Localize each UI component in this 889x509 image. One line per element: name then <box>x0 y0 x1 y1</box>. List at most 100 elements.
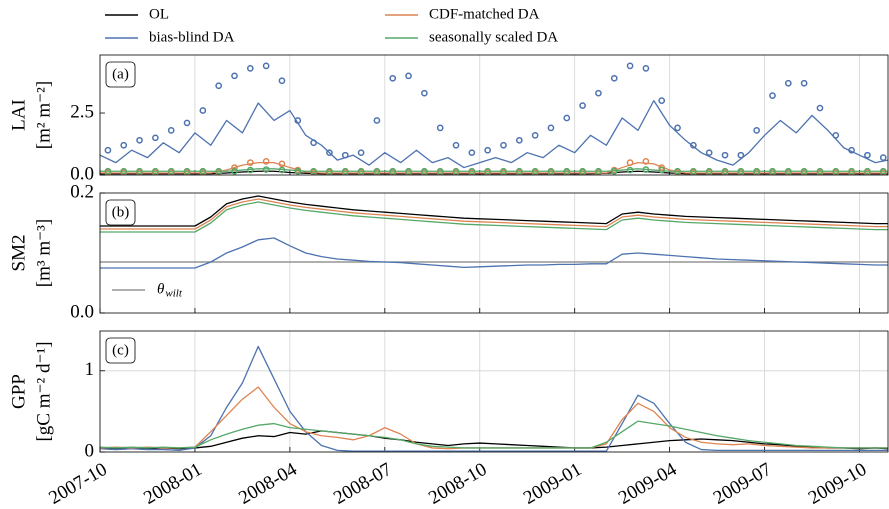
series-line <box>100 345 888 452</box>
panel-label-box <box>105 199 136 226</box>
observation-point <box>848 146 855 154</box>
observation-point <box>642 65 650 72</box>
observation-point <box>531 167 539 175</box>
y-tick-label: 0.0 <box>70 163 94 184</box>
observation-point <box>879 154 887 161</box>
observation-point <box>484 167 492 175</box>
observation-point <box>610 167 618 175</box>
observation-point <box>436 124 444 132</box>
observation-point <box>879 167 887 175</box>
series-line <box>100 198 888 230</box>
observation-point <box>610 74 618 82</box>
series-line <box>100 99 888 169</box>
observation-point <box>373 117 381 124</box>
legend-label: seasonally scaled DA <box>429 29 558 45</box>
y-axis-label: LAI <box>8 99 29 131</box>
observation-point <box>595 89 602 97</box>
y-axis-label: [m³ m⁻³] <box>33 219 54 287</box>
observation-point <box>405 72 412 80</box>
observation-point <box>484 146 492 154</box>
plot-frame <box>99 330 889 453</box>
reference-label-subscript: wilt <box>165 288 182 300</box>
y-axis-label: [gC m⁻² d⁻¹] <box>33 341 54 441</box>
observation-point <box>152 134 159 142</box>
y-tick-label: 0.2 <box>70 181 94 202</box>
x-tick-label: 2008-07 <box>330 459 395 509</box>
observation-point <box>183 119 191 127</box>
panel-label-box <box>105 337 136 364</box>
panel-label-box <box>105 61 136 88</box>
observation-point <box>104 167 112 175</box>
observation-point <box>278 166 286 174</box>
series-line <box>100 195 888 227</box>
observation-point <box>310 139 317 147</box>
observation-point <box>626 159 634 166</box>
observation-point <box>642 166 650 173</box>
observation-point <box>452 167 460 175</box>
observation-point <box>705 149 713 157</box>
observation-point <box>136 167 143 175</box>
observation-point <box>769 92 776 100</box>
observation-point <box>595 167 602 175</box>
legend-label: CDF-matched DA <box>429 6 540 22</box>
series-line <box>100 420 888 449</box>
observation-point <box>231 72 238 80</box>
plot-frame <box>99 54 889 176</box>
observation-point <box>816 104 824 112</box>
observation-point <box>753 167 761 175</box>
panel-label: (c) <box>112 342 129 358</box>
x-tick-label: 2009-10 <box>805 459 870 509</box>
observation-point <box>500 167 507 175</box>
observation-point <box>294 167 302 175</box>
x-tick-label: 2009-01 <box>520 459 585 509</box>
observation-point <box>231 164 238 171</box>
observation-point <box>405 167 412 175</box>
observation-point <box>231 167 238 175</box>
observation-point <box>832 167 840 175</box>
observation-point <box>800 167 808 175</box>
observation-point <box>326 149 333 157</box>
y-tick-label: 2.5 <box>70 101 94 122</box>
observation-point <box>452 141 460 149</box>
observation-point <box>737 167 745 175</box>
legend-label: OL <box>149 6 169 22</box>
observation-point <box>674 167 681 175</box>
observation-point <box>468 167 476 175</box>
observation-point <box>389 74 397 82</box>
panel-label: (a) <box>112 66 129 82</box>
series-line <box>100 201 888 233</box>
observation-point <box>816 167 824 175</box>
observation-point <box>642 158 650 165</box>
observation-point <box>246 166 254 174</box>
observation-point <box>104 146 112 154</box>
x-tick-label: 2007-10 <box>45 459 110 509</box>
plot-area <box>100 345 888 452</box>
y-tick-label: 0.0 <box>70 301 94 322</box>
observation-point <box>658 164 666 171</box>
series-line <box>100 237 888 269</box>
observation-point <box>262 158 270 165</box>
observation-point <box>769 167 776 175</box>
observation-point <box>500 141 507 149</box>
y-axis-label: GPP <box>8 374 29 409</box>
observation-point <box>547 124 555 132</box>
observation-point <box>563 167 571 175</box>
observation-point <box>579 167 586 175</box>
y-tick-label: 1 <box>85 359 95 380</box>
x-tick-label: 2009-04 <box>615 459 681 509</box>
observation-point <box>579 102 586 109</box>
observation-point <box>721 167 729 175</box>
observation-point <box>373 167 381 175</box>
observation-point <box>421 167 428 175</box>
observation-point <box>120 167 128 175</box>
observation-point <box>183 167 191 175</box>
x-tick-label: 2008-04 <box>235 459 301 509</box>
observation-point <box>326 167 333 175</box>
plot-area <box>100 62 888 175</box>
observation-point <box>310 167 317 175</box>
observation-point <box>262 166 270 173</box>
observation-point <box>721 151 729 159</box>
observation-point <box>705 167 713 175</box>
observation-point <box>120 141 128 149</box>
